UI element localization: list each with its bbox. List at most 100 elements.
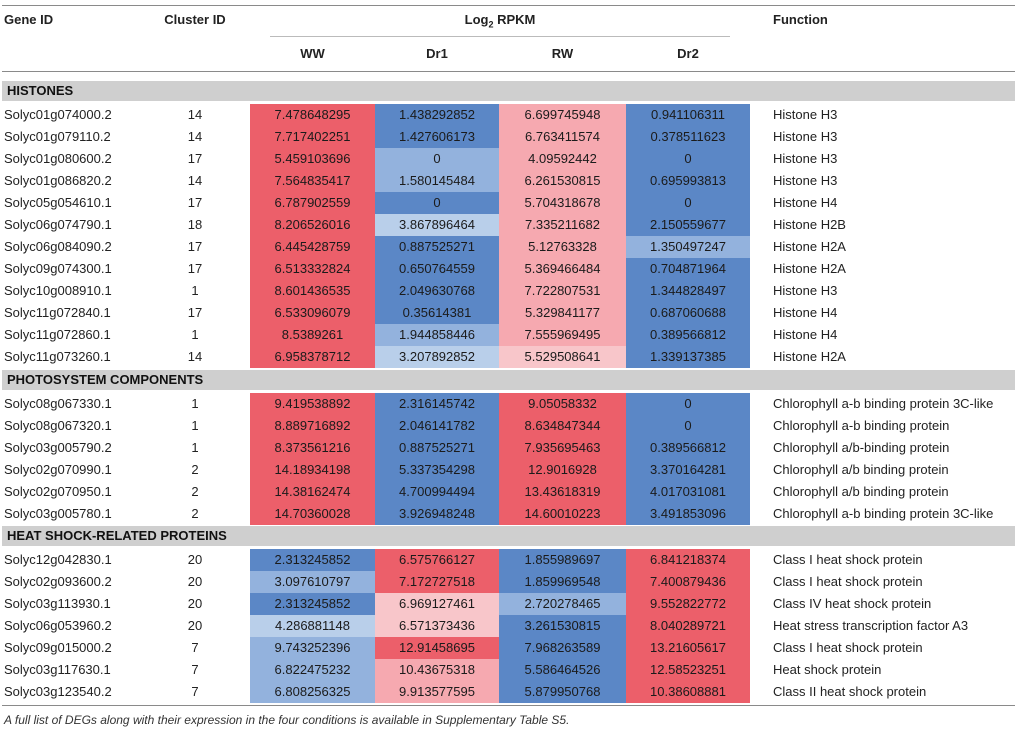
- gene-id-cell: Solyc10g008910.1: [4, 283, 112, 298]
- rpkm-cell: 6.261530815: [499, 170, 626, 192]
- table-row: Solyc11g072860.1 1 8.5389261 1.944858446 7.5…: [0, 324, 1017, 346]
- function-cell: Chlorophyll a/b-binding protein: [773, 440, 950, 455]
- rpkm-cell: 0.887525271: [375, 236, 499, 258]
- rpkm-cell: 0.887525271: [375, 437, 499, 459]
- rpkm-cell: 6.763411574: [499, 126, 626, 148]
- function-cell: Class II heat shock protein: [773, 684, 927, 699]
- rpkm-cell: 6.958378712: [250, 346, 375, 368]
- rpkm-cell: 0.941106311: [626, 104, 750, 126]
- rpkm-cell: 0: [626, 192, 750, 214]
- rpkm-cell: 0.687060688: [626, 302, 750, 324]
- gene-id-cell: Solyc01g086820.2: [4, 173, 112, 188]
- header-ww: WW: [300, 46, 325, 61]
- gene-id-cell: Solyc12g042830.1: [4, 552, 112, 567]
- rpkm-cell: 3.097610797: [250, 571, 375, 593]
- function-cell: Histone H4: [773, 327, 838, 342]
- table-row: Solyc01g079110.2 14 7.717402251 1.427606173…: [0, 126, 1017, 148]
- rpkm-cell: 14.70360028: [250, 503, 375, 525]
- gene-id-cell: Solyc03g005790.2: [4, 440, 112, 455]
- rpkm-cell: 9.913577595: [375, 681, 499, 703]
- cluster-id-cell: 17: [187, 195, 203, 210]
- gene-id-cell: Solyc09g015000.2: [4, 640, 112, 655]
- table-row: Solyc03g005780.1 2 14.70360028 3.926948248 1…: [0, 503, 1017, 525]
- cluster-id-cell: 14: [187, 129, 203, 144]
- table-row: Solyc02g070990.1 2 14.18934198 5.337354298 1…: [0, 459, 1017, 481]
- function-cell: Chlorophyll a-b binding protein 3C-like: [773, 506, 994, 521]
- function-cell: Class I heat shock protein: [773, 552, 923, 567]
- rpkm-cell: 12.58523251: [626, 659, 750, 681]
- rpkm-cell: 1.339137385: [626, 346, 750, 368]
- table-row: Solyc06g074790.1 18 8.206526016 3.867896464…: [0, 214, 1017, 236]
- rpkm-cell: 2.720278465: [499, 593, 626, 615]
- rpkm-cell: 3.926948248: [375, 503, 499, 525]
- gene-id-cell: Solyc08g067330.1: [4, 396, 112, 411]
- function-cell: Histone H3: [773, 283, 838, 298]
- rpkm-cell: 6.533096079: [250, 302, 375, 324]
- cluster-id-cell: 1: [191, 283, 199, 298]
- table-row: Solyc11g073260.1 14 6.958378712 3.207892852…: [0, 346, 1017, 368]
- gene-id-cell: Solyc03g123540.2: [4, 684, 112, 699]
- gene-id-cell: Solyc11g073260.1: [4, 349, 111, 364]
- table-row: Solyc01g080600.2 17 5.459103696 0 4.09592442…: [0, 148, 1017, 170]
- rpkm-cell: 7.722807531: [499, 280, 626, 302]
- gene-id-cell: Solyc02g093600.2: [4, 574, 112, 589]
- function-cell: Histone H3: [773, 173, 838, 188]
- rpkm-cell: 3.370164281: [626, 459, 750, 481]
- rpkm-cell: 7.968263589: [499, 637, 626, 659]
- header-rw: RW: [551, 46, 574, 61]
- function-cell: Class IV heat shock protein: [773, 596, 932, 611]
- cluster-id-cell: 18: [187, 217, 203, 232]
- cluster-id-cell: 2: [191, 462, 199, 477]
- cluster-id-cell: 1: [191, 418, 199, 433]
- rpkm-cell: 12.9016928: [499, 459, 626, 481]
- gene-id-cell: Solyc01g080600.2: [4, 151, 112, 166]
- header-function: Function: [773, 12, 828, 27]
- gene-id-cell: Solyc11g072860.1: [4, 327, 111, 342]
- table-row: Solyc02g093600.2 20 3.097610797 7.172727518…: [0, 571, 1017, 593]
- table-bottom-rule: [2, 705, 1015, 706]
- rpkm-cell: 7.564835417: [250, 170, 375, 192]
- table-row: Solyc05g054610.1 17 6.787902559 0 5.70431867…: [0, 192, 1017, 214]
- cluster-id-cell: 1: [191, 396, 199, 411]
- function-cell: Chlorophyll a-b binding protein: [773, 418, 950, 433]
- rpkm-cell: 6.808256325: [250, 681, 375, 703]
- rpkm-cell: 1.350497247: [626, 236, 750, 258]
- rpkm-cell: 14.18934198: [250, 459, 375, 481]
- gene-id-cell: Solyc01g074000.2: [4, 107, 112, 122]
- function-cell: Chlorophyll a-b binding protein 3C-like: [773, 396, 994, 411]
- cluster-id-cell: 20: [187, 618, 203, 633]
- rpkm-cell: 3.207892852: [375, 346, 499, 368]
- rpkm-cell: 8.889716892: [250, 415, 375, 437]
- table-row: Solyc06g053960.2 20 4.286881148 6.571373436…: [0, 615, 1017, 637]
- rpkm-cell: 8.5389261: [250, 324, 375, 346]
- rpkm-cell: 6.841218374: [626, 549, 750, 571]
- rpkm-cell: 9.419538892: [250, 393, 375, 415]
- rpkm-cell: 7.335211682: [499, 214, 626, 236]
- rpkm-cell: 0.378511623: [626, 126, 750, 148]
- rpkm-cell: 5.337354298: [375, 459, 499, 481]
- header-log2-prefix: Log: [464, 12, 489, 27]
- top-rule: [2, 5, 1015, 6]
- log2-group-rule: [270, 36, 730, 37]
- table-row: Solyc08g067330.1 1 9.419538892 2.316145742 9…: [0, 393, 1017, 415]
- rpkm-cell: 3.867896464: [375, 214, 499, 236]
- rpkm-cell: 2.150559677: [626, 214, 750, 236]
- rpkm-cell: 0.704871964: [626, 258, 750, 280]
- rpkm-cell: 2.313245852: [250, 549, 375, 571]
- function-cell: Heat stress transcription factor A3: [773, 618, 969, 633]
- rpkm-cell: 8.373561216: [250, 437, 375, 459]
- rpkm-cell: 5.12763328: [499, 236, 626, 258]
- cluster-id-cell: 1: [191, 327, 199, 342]
- rpkm-cell: 12.91458695: [375, 637, 499, 659]
- rpkm-cell: 6.445428759: [250, 236, 375, 258]
- table-row: Solyc06g084090.2 17 6.445428759 0.887525271…: [0, 236, 1017, 258]
- function-cell: Histone H4: [773, 305, 838, 320]
- header-dr2: Dr2: [677, 46, 699, 61]
- gene-id-cell: Solyc05g054610.1: [4, 195, 112, 210]
- gene-id-cell: Solyc06g084090.2: [4, 239, 112, 254]
- rpkm-cell: 0.695993813: [626, 170, 750, 192]
- section-header: HISTONES: [2, 81, 1015, 101]
- rpkm-cell: 1.344828497: [626, 280, 750, 302]
- rpkm-cell: 1.855989697: [499, 549, 626, 571]
- rpkm-cell: 1.944858446: [375, 324, 499, 346]
